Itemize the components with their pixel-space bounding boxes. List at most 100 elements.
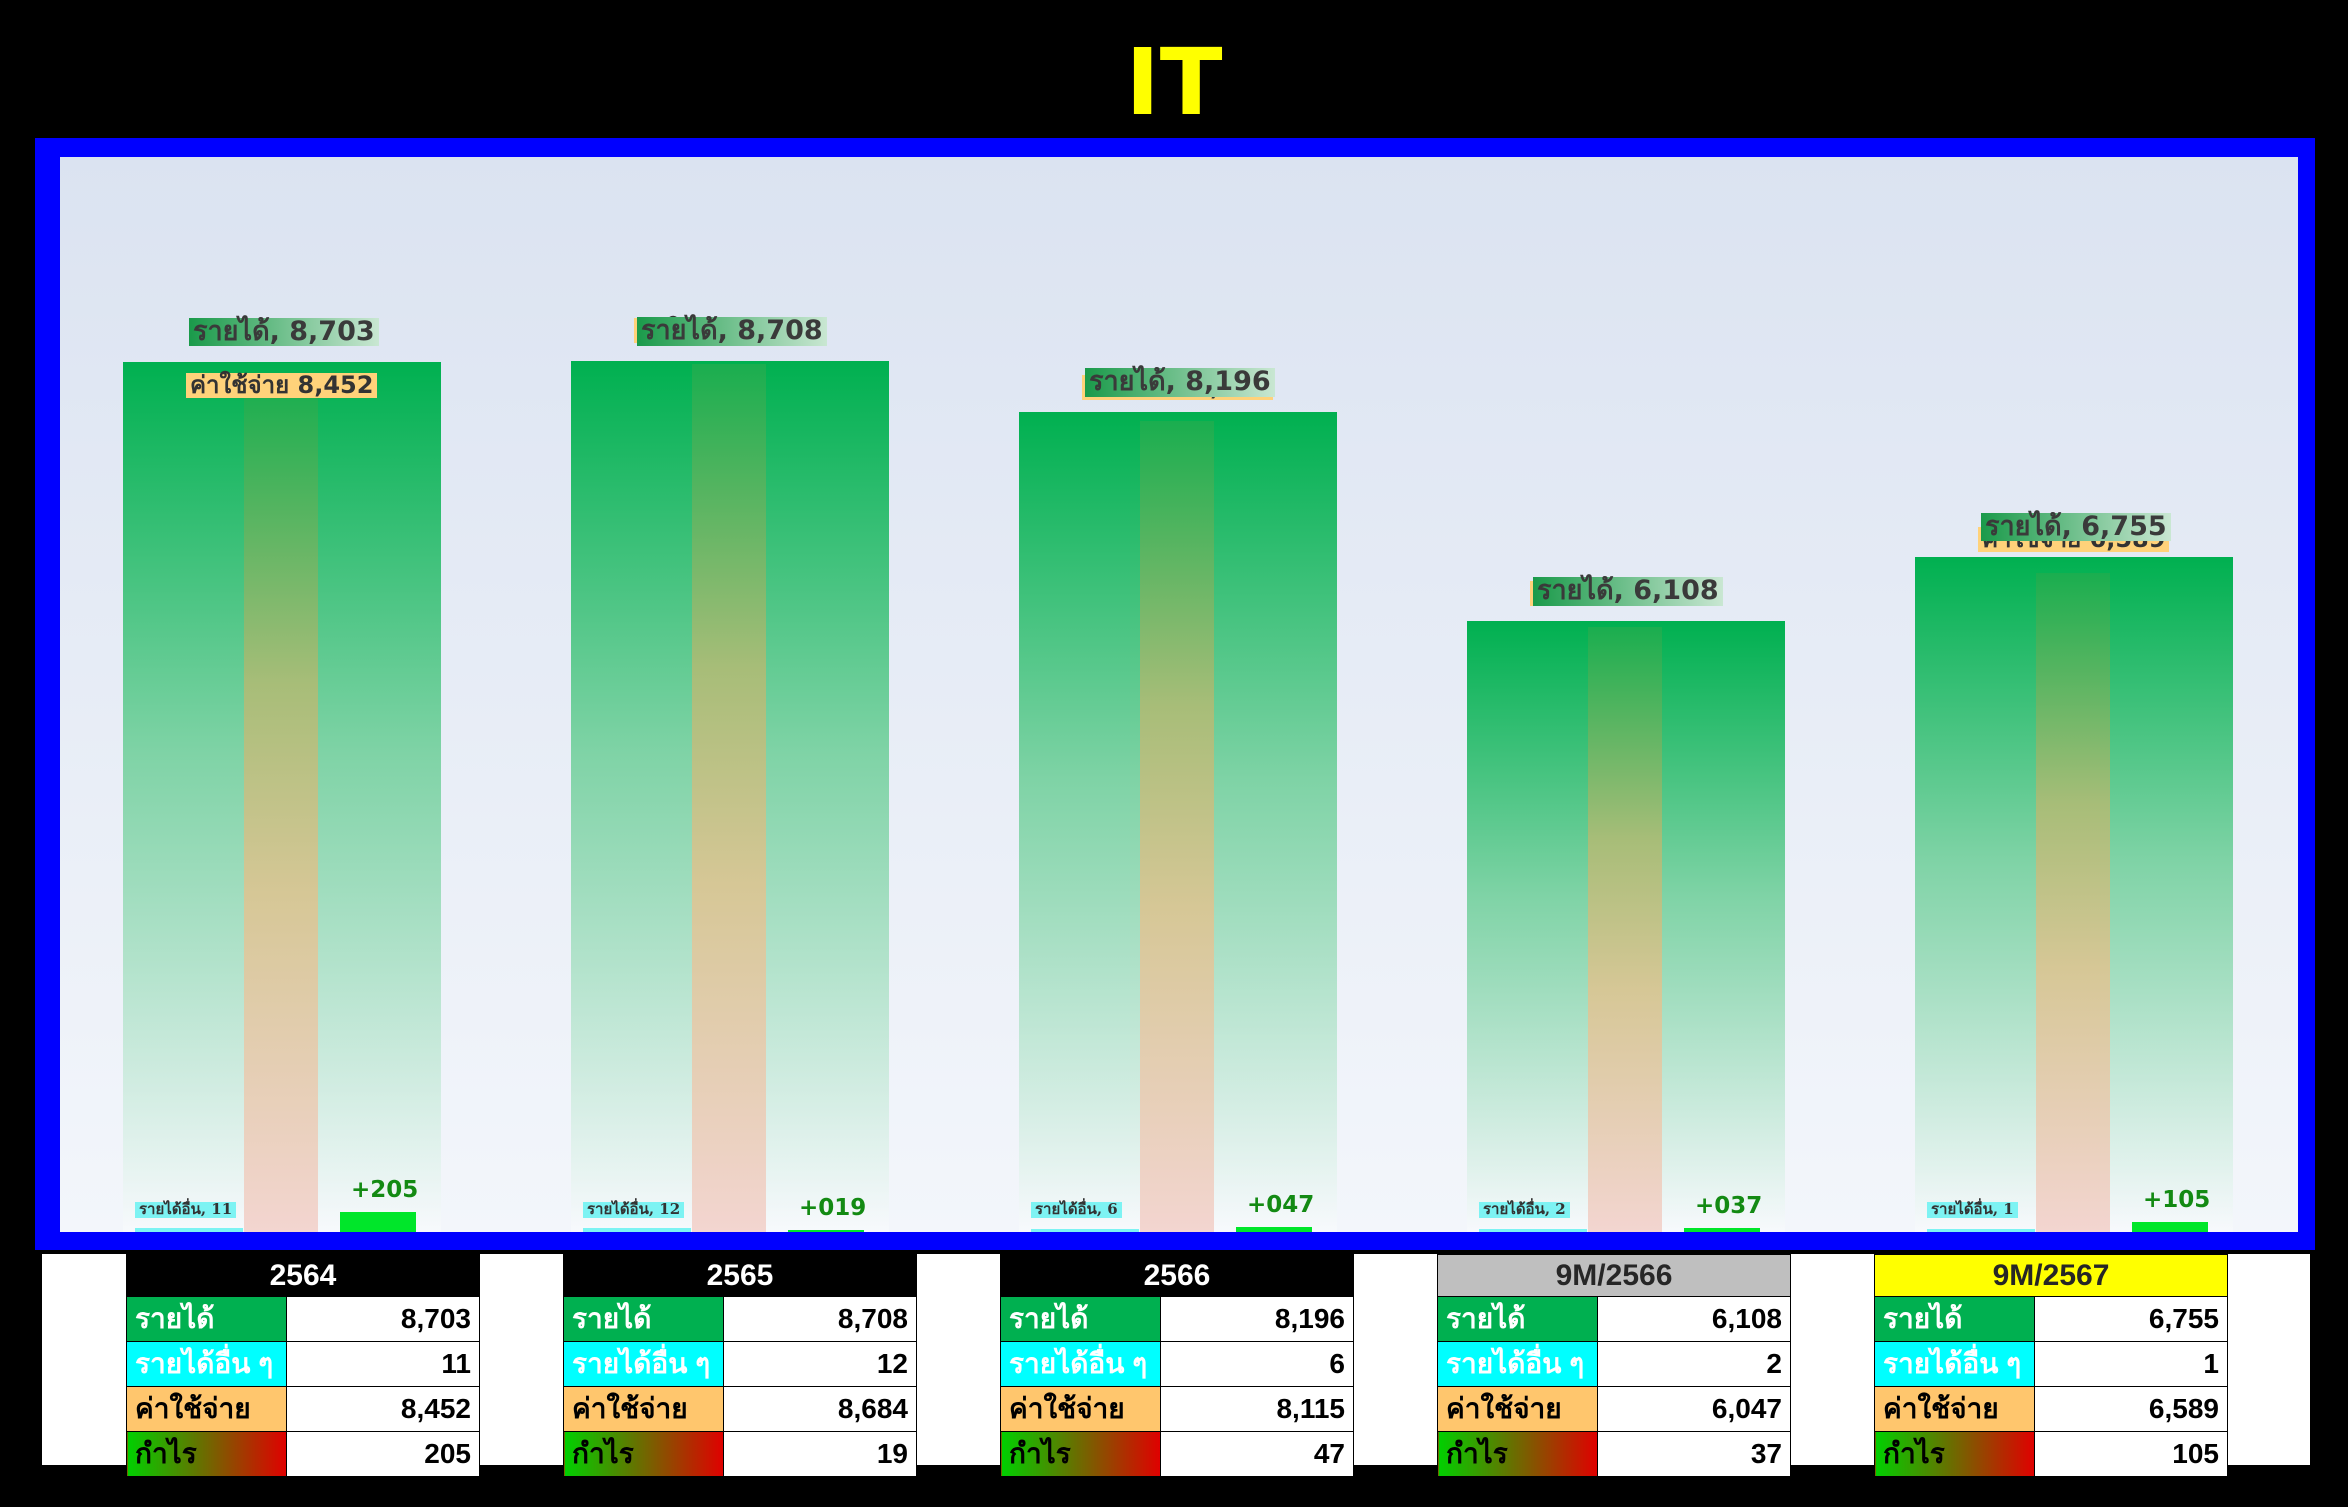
other-income-bar	[1479, 1229, 1587, 1232]
row-label: กำไร	[1437, 1431, 1598, 1477]
row-value: 47	[1160, 1431, 1354, 1477]
revenue-data-label: รายได้, 6,755	[1981, 512, 2171, 541]
revenue-data-label: รายได้, 8,703	[189, 317, 379, 347]
other-income-data-label: รายได้อื่น, 11	[135, 1201, 237, 1218]
row-label: กำไร	[1000, 1431, 1161, 1477]
profit-bar	[788, 1230, 864, 1232]
expense-bar	[244, 386, 318, 1232]
table-row: กำไร 47	[1000, 1431, 1354, 1477]
row-value: 2	[1597, 1341, 1791, 1387]
row-label: กำไร	[1874, 1431, 2035, 1477]
table-row: กำไร 37	[1437, 1431, 1791, 1477]
plot-area: รายได้, 8,703 ค่าใช้จ่าย 8,452 รายได้อื่น,…	[60, 157, 2298, 1232]
summary-table-header: 9M/2566	[1437, 1254, 1791, 1297]
row-label: รายได้	[1000, 1296, 1161, 1342]
row-label: รายได้	[1437, 1296, 1598, 1342]
summary-table: 9M/2566 รายได้ 6,108 รายได้อื่น ๆ 2 ค่าใช้จ่า…	[1437, 1254, 1791, 1477]
table-row: กำไร 205	[126, 1431, 480, 1477]
revenue-data-label: รายได้, 8,196	[1085, 368, 1275, 397]
summary-table-header: 2566	[1000, 1254, 1354, 1297]
row-value: 8,452	[286, 1386, 480, 1432]
revenue-data-label: รายได้, 6,108	[1533, 576, 1723, 606]
table-row: รายได้ 6,755	[1874, 1296, 2228, 1342]
profit-data-label: +205	[351, 1176, 419, 1203]
row-label: รายได้อื่น ๆ	[563, 1341, 724, 1387]
row-label: กำไร	[126, 1431, 287, 1477]
other-income-data-label: รายได้อื่น, 12	[583, 1201, 685, 1218]
row-value: 8,115	[1160, 1386, 1354, 1432]
table-row: ค่าใช้จ่าย 8,684	[563, 1386, 917, 1432]
table-row: ค่าใช้จ่าย 6,589	[1874, 1386, 2228, 1432]
summary-table-header: 2564	[126, 1254, 480, 1297]
row-value: 6	[1160, 1341, 1354, 1387]
other-income-bar	[135, 1228, 243, 1232]
table-row: รายได้ 8,703	[126, 1296, 480, 1342]
table-row: รายได้อื่น ๆ 11	[126, 1341, 480, 1387]
summary-table: 2566 รายได้ 8,196 รายได้อื่น ๆ 6 ค่าใช้จ่าย 8,…	[1000, 1254, 1354, 1477]
expense-data-label: ค่าใช้จ่าย 8,452	[186, 372, 378, 398]
summary-table-header: 2565	[563, 1254, 917, 1297]
summary-table: 2564 รายได้ 8,703 รายได้อื่น ๆ 11 ค่าใช้จ่าย 8…	[126, 1254, 480, 1477]
row-value: 105	[2034, 1431, 2228, 1477]
chart-title: IT	[1125, 29, 1223, 136]
row-value: 1	[2034, 1341, 2228, 1387]
table-row: กำไร 105	[1874, 1431, 2228, 1477]
summary-table-header: 9M/2567	[1874, 1254, 2228, 1297]
row-label: รายได้	[563, 1296, 724, 1342]
row-value: 6,755	[2034, 1296, 2228, 1342]
row-value: 8,708	[723, 1296, 917, 1342]
row-value: 37	[1597, 1431, 1791, 1477]
other-income-data-label: รายได้อื่น, 6	[1031, 1201, 1122, 1218]
row-label: ค่าใช้จ่าย	[126, 1386, 287, 1432]
table-row: ค่าใช้จ่าย 8,452	[126, 1386, 480, 1432]
row-value: 8,703	[286, 1296, 480, 1342]
row-value: 11	[286, 1341, 480, 1387]
profit-data-label: +105	[2143, 1186, 2211, 1213]
table-row: รายได้อื่น ๆ 12	[563, 1341, 917, 1387]
row-value: 205	[286, 1431, 480, 1477]
row-label: รายได้อื่น ๆ	[1437, 1341, 1598, 1387]
row-value: 6,108	[1597, 1296, 1791, 1342]
other-income-bar	[1927, 1229, 2035, 1232]
row-value: 6,589	[2034, 1386, 2228, 1432]
other-income-bar	[583, 1227, 691, 1232]
row-label: รายได้	[126, 1296, 287, 1342]
expense-bar	[692, 363, 766, 1232]
row-value: 19	[723, 1431, 917, 1477]
profit-data-label: +019	[799, 1195, 867, 1221]
expense-bar	[2036, 573, 2110, 1232]
row-label: ค่าใช้จ่าย	[1437, 1386, 1598, 1432]
row-label: ค่าใช้จ่าย	[1000, 1386, 1161, 1432]
row-label: ค่าใช้จ่าย	[563, 1386, 724, 1432]
profit-bar	[1236, 1227, 1312, 1232]
row-value: 8,196	[1160, 1296, 1354, 1342]
row-value: 12	[723, 1341, 917, 1387]
row-label: รายได้	[1874, 1296, 2035, 1342]
summary-table: 2565 รายได้ 8,708 รายได้อื่น ๆ 12 ค่าใช้จ่าย 8…	[563, 1254, 917, 1477]
other-income-bar	[1031, 1229, 1139, 1232]
table-row: รายได้ 8,196	[1000, 1296, 1354, 1342]
profit-bar	[1684, 1228, 1760, 1232]
row-value: 6,047	[1597, 1386, 1791, 1432]
profit-bar	[340, 1211, 416, 1232]
summary-table: 9M/2567 รายได้ 6,755 รายได้อื่น ๆ 1 ค่าใช้จ่า…	[1874, 1254, 2228, 1477]
summary-panel: 2564 รายได้ 8,703 รายได้อื่น ๆ 11 ค่าใช้จ่าย 8…	[42, 1254, 2310, 1477]
profit-data-label: +037	[1695, 1193, 1763, 1220]
table-row: รายได้ 8,708	[563, 1296, 917, 1342]
table-row: รายได้ 6,108	[1437, 1296, 1791, 1342]
row-label: กำไร	[563, 1431, 724, 1477]
expense-bar	[1140, 420, 1214, 1232]
row-label: รายได้อื่น ๆ	[126, 1341, 287, 1387]
table-row: ค่าใช้จ่าย 6,047	[1437, 1386, 1791, 1432]
other-income-data-label: รายได้อื่น, 2	[1479, 1201, 1570, 1218]
row-label: รายได้อื่น ๆ	[1874, 1341, 2035, 1387]
table-row: กำไร 19	[563, 1431, 917, 1477]
profit-data-label: +047	[1247, 1192, 1315, 1219]
profit-bar	[2132, 1221, 2208, 1232]
row-label: ค่าใช้จ่าย	[1874, 1386, 2035, 1432]
row-value: 8,684	[723, 1386, 917, 1432]
other-income-data-label: รายได้อื่น, 1	[1927, 1201, 2018, 1218]
revenue-data-label: รายได้, 8,708	[637, 316, 827, 346]
